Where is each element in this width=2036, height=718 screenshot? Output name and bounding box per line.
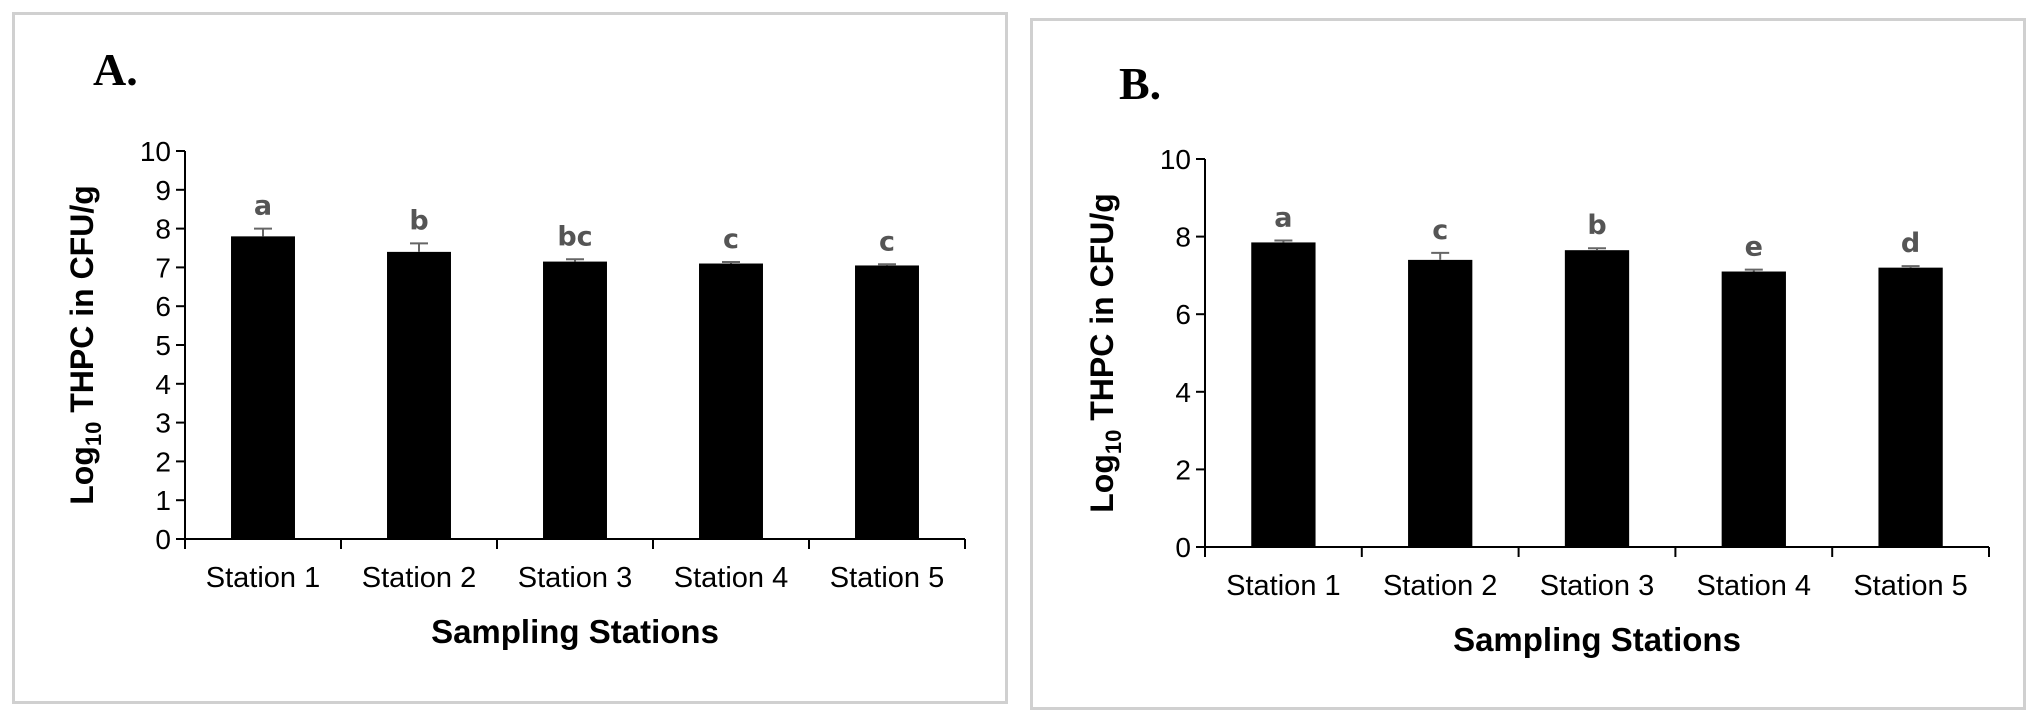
y-axis-label: Log10 THPC in CFU/g [1084,193,1126,513]
y-tick-label: 4 [1175,377,1191,408]
x-axis-label: Sampling Stations [431,613,719,650]
y-tick-label: 6 [1175,299,1191,330]
significance-letter-5: d [1901,228,1920,259]
y-axis-label-rest: THPC in CFU/g [1084,193,1120,429]
y-tick-label: 9 [155,175,171,206]
bar-5 [1878,267,1943,547]
x-tick-label-5: Station 5 [830,562,944,594]
x-tick-label-5: Station 5 [1853,570,1967,602]
y-tick-label: 7 [155,252,171,283]
bar-chart-a: 0 1 2 3 4 5 6 7 8 9 10 a Station 1 b Station 2 bc Statio… [64,136,966,650]
significance-letter-1: a [1274,202,1292,233]
y-tick-label: 5 [155,330,171,361]
bar-4 [699,263,763,539]
x-axis-label: Sampling Stations [1453,621,1741,658]
y-tick-label: 2 [155,446,171,477]
chart-panel-b: B. 0 2 4 6 8 10 a Station 1 c Station 2 b Station 3… [1030,18,2026,710]
significance-letter-4: c [723,224,739,255]
y-axis-label-rest: THPC in CFU/g [64,185,100,421]
y-tick-label: 8 [155,214,171,245]
bar-2 [1408,259,1473,547]
y-tick-label: 8 [1175,222,1191,253]
bar-5 [855,265,919,539]
y-tick-label: 6 [155,291,171,322]
bar-1 [231,236,295,540]
significance-letter-3: bc [557,221,592,252]
y-tick-label: 0 [155,524,171,555]
x-tick-label-3: Station 3 [518,562,632,594]
y-tick-label: 10 [1160,144,1191,175]
panel-label-a: A. [93,44,138,95]
bar-2 [387,251,451,539]
y-axis-label-main: Log [64,446,100,505]
y-tick-label: 2 [1175,454,1191,485]
y-axis-label: Log10 THPC in CFU/g [64,185,106,505]
bar-1 [1251,242,1316,548]
panel-label-b: B. [1119,58,1162,109]
y-tick-label: 10 [140,136,171,167]
y-axis-label-subscript: 10 [1101,430,1126,454]
significance-letter-4: e [1745,232,1763,263]
y-tick-label: 3 [155,408,171,439]
x-tick-label-2: Station 2 [1383,570,1497,602]
y-axis-label-main: Log [1084,454,1120,513]
significance-letter-5: c [879,226,895,257]
x-tick-label-3: Station 3 [1540,570,1654,602]
bar-chart-b: 0 2 4 6 8 10 a Station 1 c Station 2 b Station 3 e St… [1084,144,1990,658]
significance-letter-3: b [1587,210,1606,241]
x-tick-label-1: Station 1 [1226,570,1340,602]
y-tick-label: 0 [1175,532,1191,563]
bar-3 [543,261,607,539]
x-tick-label-1: Station 1 [206,562,320,594]
significance-letter-2: b [409,205,428,236]
significance-letter-2: c [1432,215,1448,246]
significance-letter-1: a [254,191,272,222]
y-axis-label-subscript: 10 [81,422,106,446]
y-tick-label: 4 [155,369,171,400]
y-tick-label: 1 [155,485,171,516]
chart-panel-a: A. 0 1 2 3 4 5 6 7 8 9 10 a Station 1 b Station 2 bc Sta… [12,12,1008,704]
x-tick-label-2: Station 2 [362,562,476,594]
bar-4 [1721,271,1786,547]
x-tick-label-4: Station 4 [674,562,788,594]
bar-3 [1564,250,1630,547]
x-tick-label-4: Station 4 [1697,570,1811,602]
